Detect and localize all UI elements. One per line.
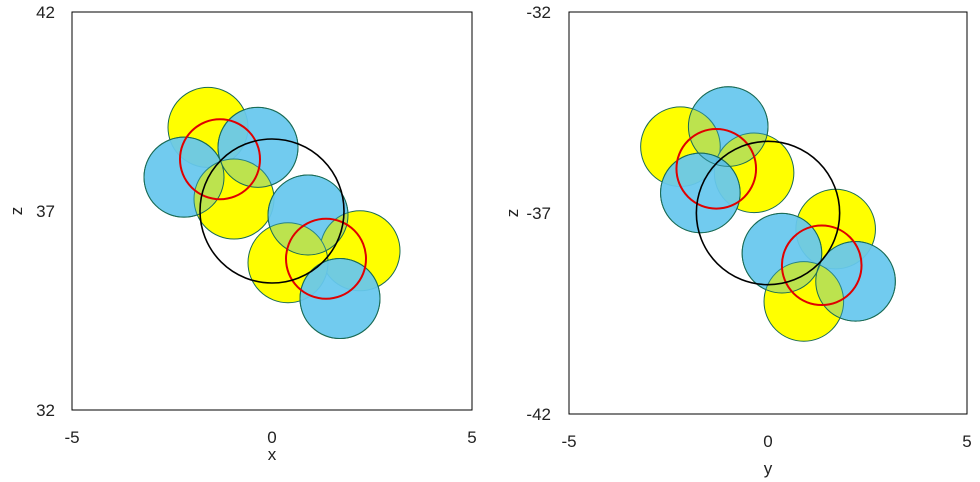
x-tick-label: 0 — [267, 428, 276, 447]
y-tick-label: -32 — [526, 3, 551, 22]
red-ring-1 — [179, 118, 261, 201]
plot-frame-1 — [71, 11, 473, 411]
y-tick-label: 42 — [36, 3, 55, 22]
y-tick-label: -42 — [526, 405, 551, 424]
plot-area-2 — [640, 86, 896, 342]
y-tick-label: -37 — [526, 204, 551, 223]
y-axis-label: z — [503, 209, 522, 218]
red-ring-2 — [780, 224, 863, 307]
x-axis-label: y — [764, 459, 773, 478]
y-tick-label: 32 — [36, 401, 55, 420]
circle-overlay-6 — [741, 212, 823, 294]
circle-overlay-5 — [267, 174, 349, 256]
y-tick-label: 37 — [36, 202, 55, 221]
circle-overlay-4 — [660, 152, 741, 234]
outer-ring-3 — [695, 140, 841, 286]
x-tick-label: -5 — [64, 428, 79, 447]
outer-ring-3 — [199, 138, 345, 284]
plot-area-1 — [143, 86, 401, 340]
red-ring-1 — [675, 127, 758, 210]
x-axis-label: x — [268, 445, 277, 464]
x-tick-label: 5 — [467, 428, 476, 447]
circle-overlay-7 — [815, 241, 896, 322]
y-axis-label: z — [7, 207, 26, 216]
plot-frame-2 — [568, 11, 968, 415]
x-tick-label: 5 — [962, 432, 971, 451]
x-tick-label: -5 — [561, 432, 576, 451]
x-tick-label: 0 — [763, 432, 772, 451]
red-ring-2 — [285, 217, 367, 300]
